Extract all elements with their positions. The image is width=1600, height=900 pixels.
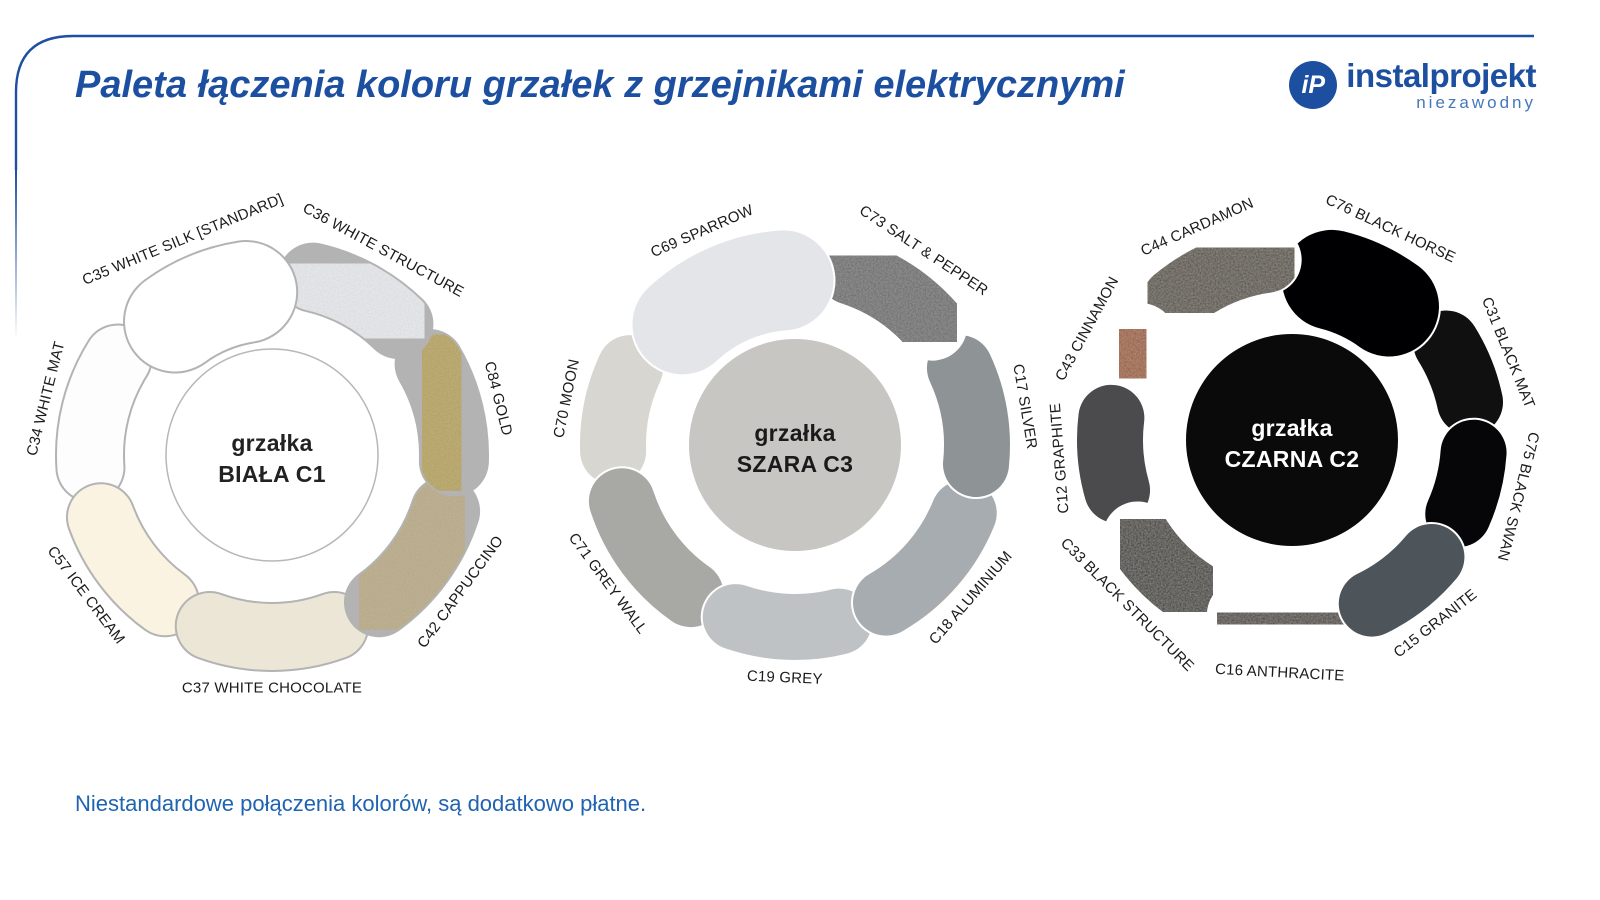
segment-c16 xyxy=(1208,581,1357,655)
segment-c73 xyxy=(818,238,966,359)
segment-c12 xyxy=(1077,384,1151,524)
segment-c18 xyxy=(853,480,997,636)
segment-c31 xyxy=(1413,310,1504,436)
brand-tagline: niezawodny xyxy=(1416,93,1536,113)
footer-note: Niestandardowe połączenia kolorów, są do… xyxy=(75,791,647,816)
segment-label: C70 MOON xyxy=(550,358,583,440)
brand-logo: iP instalprojekt niezawodny xyxy=(1289,57,1536,113)
heater-label-line2: SZARA C3 xyxy=(737,451,854,477)
segment-c43 xyxy=(1091,305,1175,402)
brand-name: instalprojekt xyxy=(1346,57,1536,94)
segment-c75 xyxy=(1425,419,1507,548)
heater-label-line1: grzałka xyxy=(231,430,312,456)
segment-label: C17 SILVER xyxy=(1009,363,1040,451)
instalprojekt-logo-icon: iP xyxy=(1289,61,1338,109)
segment-label: C19 GREY xyxy=(747,668,823,688)
segment-c84 xyxy=(396,331,487,495)
segment-c36 xyxy=(279,244,432,358)
frame-line xyxy=(14,34,1534,170)
segment-c70 xyxy=(580,335,664,485)
heater-label-line2: CZARNA C2 xyxy=(1225,446,1360,472)
heater-circle-szara-c3 xyxy=(689,339,901,551)
segment-c37 xyxy=(176,593,368,670)
logo-monogram: iP xyxy=(1301,70,1326,99)
heater-label-line1: grzałka xyxy=(754,420,835,446)
segment-c17 xyxy=(926,335,1010,498)
segment-c71 xyxy=(588,468,724,628)
heater-label-line1: grzałka xyxy=(1251,415,1332,441)
segment-c69 xyxy=(632,230,834,375)
page-title: Paleta łączenia koloru grzałek z grzejni… xyxy=(75,64,1125,106)
segment-c33 xyxy=(1104,503,1229,628)
segment-c76 xyxy=(1281,229,1439,357)
segment-c34 xyxy=(57,325,151,501)
heater-circle-biala-c1 xyxy=(165,348,379,562)
segment-label: C12 GRAPHITE xyxy=(1047,402,1073,514)
heater-circle-czarna-c2 xyxy=(1186,334,1398,546)
logo-text: instalprojekt niezawodny xyxy=(1346,57,1536,113)
segment-label: C37 WHITE CHOCOLATE xyxy=(182,680,362,697)
heater-label-line2: BIAŁA C1 xyxy=(218,461,326,487)
segment-c35 xyxy=(125,242,297,372)
segment-c15 xyxy=(1338,523,1465,637)
segment-label: C16 ANTHRACITE xyxy=(1215,661,1345,685)
segment-c42 xyxy=(345,478,479,636)
segment-c57 xyxy=(67,484,199,636)
segment-c44 xyxy=(1142,226,1300,334)
segment-c19 xyxy=(702,584,873,660)
